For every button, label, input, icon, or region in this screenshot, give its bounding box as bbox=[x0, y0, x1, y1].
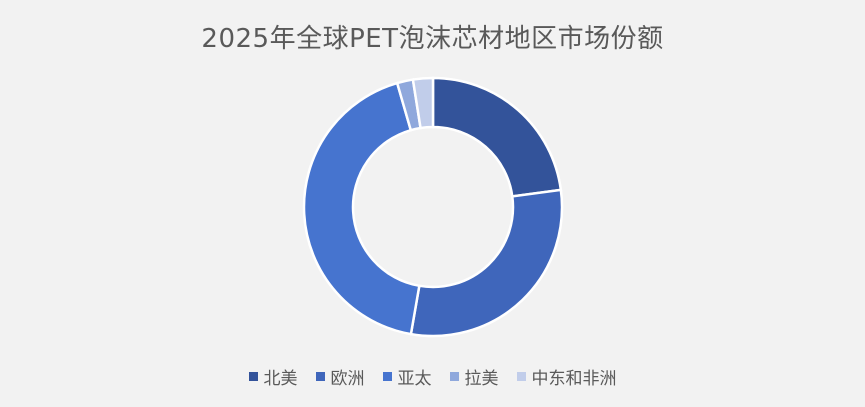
legend-label: 中东和非洲 bbox=[531, 369, 617, 389]
legend-label: 拉美 bbox=[464, 369, 499, 389]
legend-swatch bbox=[248, 372, 258, 381]
donut-slice-1 bbox=[431, 76, 563, 198]
legend-item-2: 欧洲 bbox=[315, 364, 365, 389]
legend-swatch bbox=[315, 372, 325, 381]
legend-label: 北美 bbox=[263, 369, 298, 389]
donut-slice-5 bbox=[411, 76, 435, 130]
chart-title: 2025年全球PET泡沫芯材地区市场份额 bbox=[201, 24, 664, 54]
legend-swatch bbox=[382, 372, 392, 381]
legend-swatch bbox=[449, 372, 459, 381]
legend-label: 欧洲 bbox=[330, 369, 365, 389]
donut-slice-2 bbox=[409, 188, 564, 338]
legend-item-5: 中东和非洲 bbox=[516, 364, 617, 389]
legend-item-4: 拉美 bbox=[449, 364, 499, 389]
chart-legend: 北美 欧洲 亚太 拉美 中东和非洲 bbox=[0, 364, 865, 389]
donut-slice-3 bbox=[302, 81, 421, 336]
legend-item-1: 北美 bbox=[248, 364, 298, 389]
donut-slices bbox=[302, 76, 564, 338]
legend-swatch bbox=[516, 372, 526, 381]
legend-label: 亚太 bbox=[397, 369, 432, 389]
legend-item-3: 亚太 bbox=[382, 364, 432, 389]
